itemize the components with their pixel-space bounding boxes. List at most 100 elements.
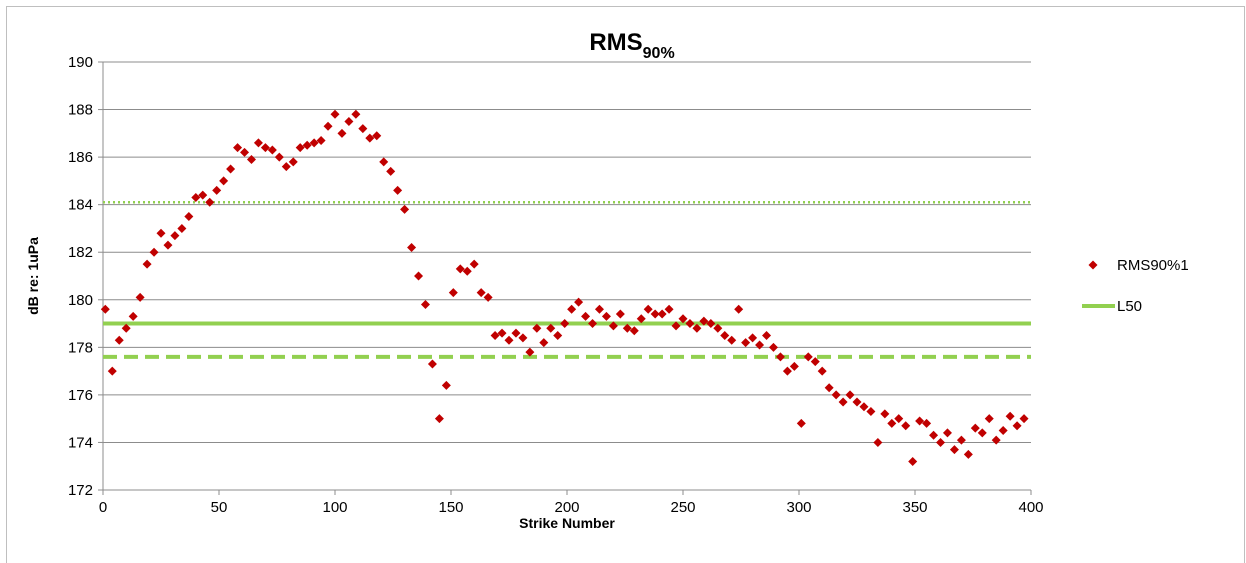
data-point — [817, 366, 827, 376]
data-point — [532, 323, 542, 333]
data-point — [775, 352, 785, 362]
data-point — [824, 383, 834, 393]
data-point — [922, 418, 932, 428]
data-point — [288, 157, 298, 167]
data-point — [163, 240, 173, 250]
y-tick-label: 184 — [68, 197, 93, 214]
data-point — [734, 304, 744, 314]
data-point — [337, 128, 347, 138]
legend-label: L50 — [1117, 298, 1142, 315]
data-point — [309, 138, 319, 148]
y-tick-label: 180 — [68, 292, 93, 309]
data-point — [741, 338, 751, 348]
data-point — [260, 143, 270, 153]
data-point — [525, 347, 535, 357]
data-point — [205, 197, 215, 207]
data-point — [226, 164, 236, 174]
data-point — [657, 309, 667, 319]
data-point — [615, 309, 625, 319]
data-point — [588, 319, 598, 329]
data-point — [184, 212, 194, 222]
data-point — [177, 223, 187, 233]
data-point — [908, 456, 918, 466]
data-point — [441, 380, 451, 390]
data-point — [281, 162, 291, 172]
data-point — [191, 193, 201, 203]
y-tick-label: 182 — [68, 244, 93, 261]
data-point — [789, 361, 799, 371]
data-point — [170, 231, 180, 241]
data-point — [330, 109, 340, 119]
data-point — [949, 445, 959, 455]
x-tick-label: 100 — [322, 499, 347, 516]
data-point — [323, 121, 333, 131]
x-axis-label: Strike Number — [519, 515, 615, 531]
data-point — [567, 304, 577, 314]
data-point — [859, 402, 869, 412]
data-point — [462, 266, 472, 276]
data-point — [936, 437, 946, 447]
data-point — [685, 319, 695, 329]
data-point — [894, 414, 904, 424]
data-point — [608, 321, 618, 331]
data-point — [553, 330, 563, 340]
data-point — [316, 135, 326, 145]
data-point — [539, 338, 549, 348]
data-point — [198, 190, 208, 200]
data-point — [469, 259, 479, 269]
data-point — [678, 314, 688, 324]
data-point — [782, 366, 792, 376]
y-tick-label: 176 — [68, 387, 93, 404]
data-point — [427, 359, 437, 369]
data-point — [650, 309, 660, 319]
data-point — [219, 176, 229, 186]
data-point — [873, 437, 883, 447]
data-point — [274, 152, 284, 162]
data-point — [970, 423, 980, 433]
y-tick-label: 190 — [68, 54, 93, 71]
data-point — [622, 323, 632, 333]
data-point — [365, 133, 375, 143]
data-point — [560, 319, 570, 329]
data-point — [998, 426, 1008, 436]
data-point — [483, 292, 493, 302]
data-point — [351, 109, 361, 119]
data-point — [100, 304, 110, 314]
data-point — [629, 326, 639, 336]
data-point — [358, 124, 368, 134]
data-point — [768, 342, 778, 352]
data-point — [379, 157, 389, 167]
data-point — [114, 335, 124, 345]
data-point — [393, 185, 403, 195]
y-tick-label: 174 — [68, 434, 93, 451]
y-tick-label: 178 — [68, 339, 93, 356]
data-point — [581, 311, 591, 321]
data-point — [1005, 411, 1015, 421]
y-tick-label: 186 — [68, 149, 93, 166]
data-point — [706, 319, 716, 329]
y-tick-label: 172 — [68, 482, 93, 499]
x-tick-label: 0 — [99, 499, 107, 516]
data-point — [852, 397, 862, 407]
x-tick-label: 300 — [786, 499, 811, 516]
data-point — [156, 228, 166, 238]
data-point — [414, 271, 424, 281]
data-point — [434, 414, 444, 424]
data-point — [810, 357, 820, 367]
data-point — [915, 416, 925, 426]
data-point — [386, 166, 396, 176]
data-point — [574, 297, 584, 307]
data-point — [1012, 421, 1022, 431]
data-point — [866, 407, 876, 417]
data-point — [699, 316, 709, 326]
data-point — [149, 247, 159, 257]
data-point — [233, 143, 243, 153]
data-point — [594, 304, 604, 314]
data-point — [643, 304, 653, 314]
title-subscript: 90% — [643, 45, 675, 62]
data-point — [400, 204, 410, 214]
data-point — [838, 397, 848, 407]
data-point — [407, 242, 417, 252]
data-point — [267, 145, 277, 155]
